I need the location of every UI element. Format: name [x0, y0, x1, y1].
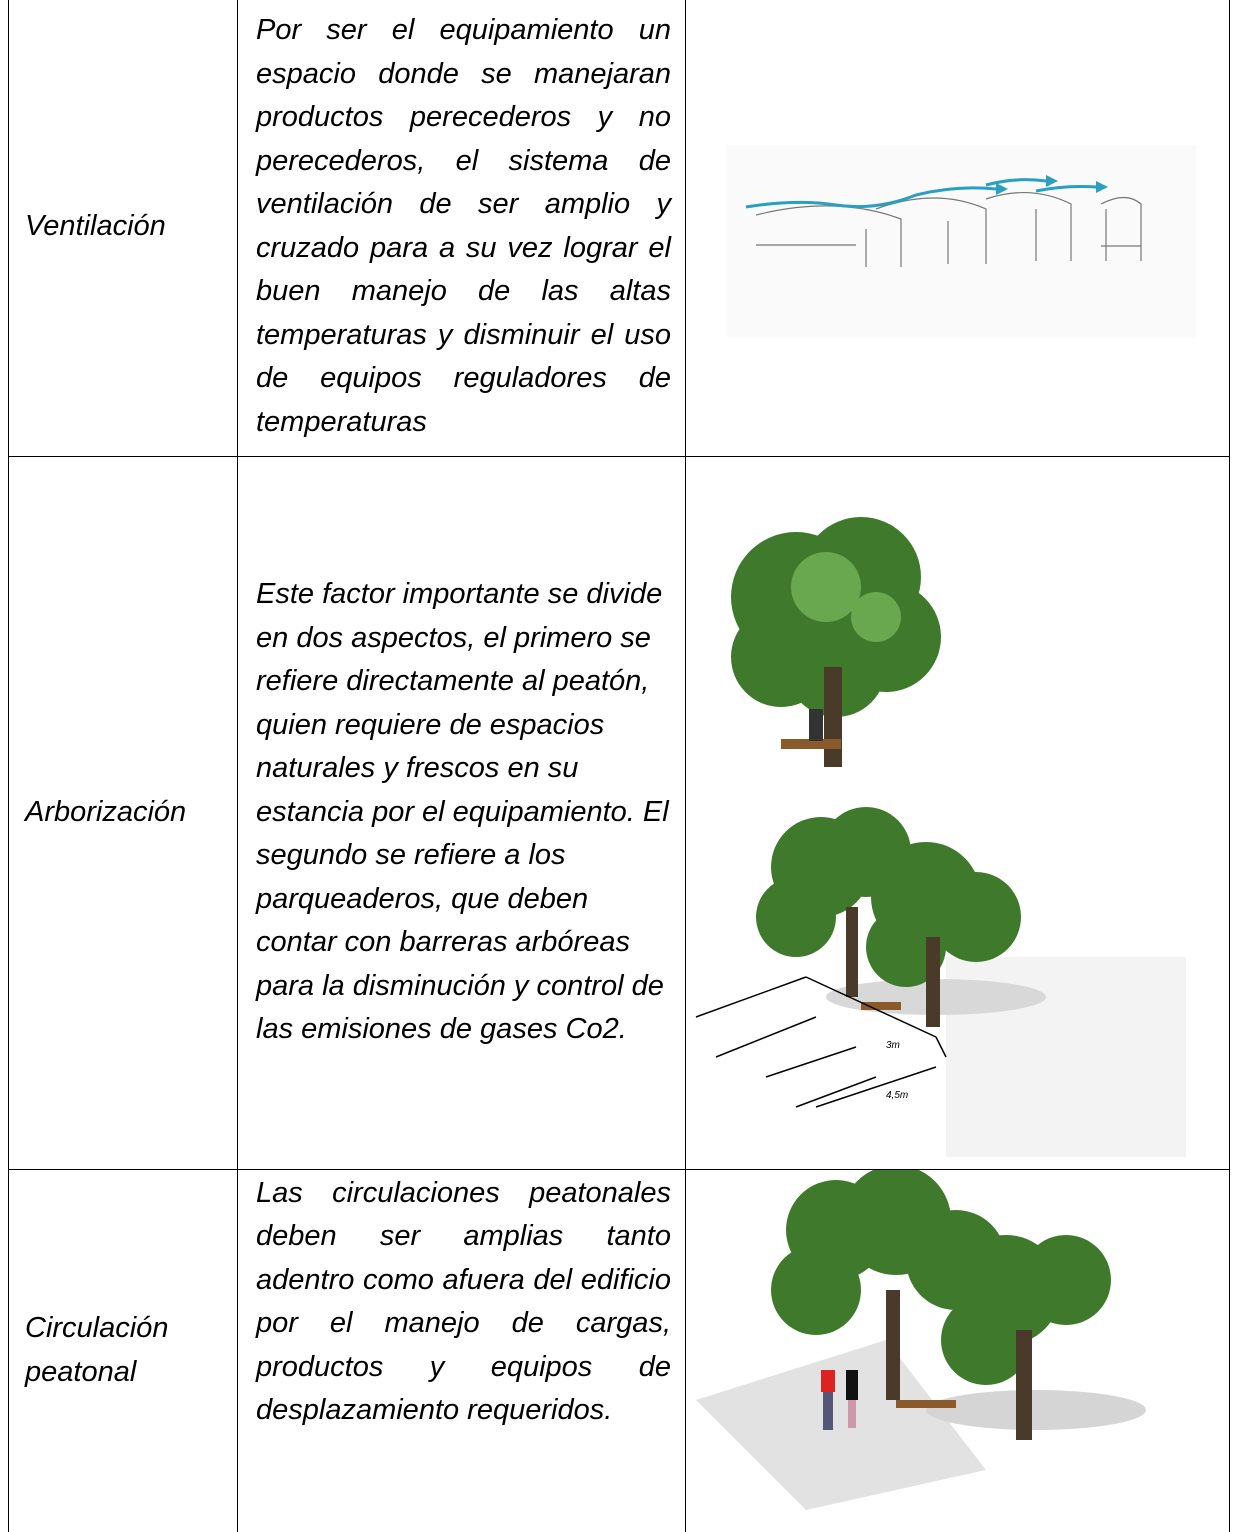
row-text: Por ser el equipamiento un espacio donde… [237, 0, 686, 457]
dimension-label: 3m [886, 1040, 900, 1051]
image-cell [685, 1168, 1230, 1532]
trees-figure: 3m 4,5m [695, 516, 1186, 1157]
row-text: Este factor importante se divide en dos … [237, 455, 686, 1170]
table-row: Ventilación Por ser el equipamiento un e… [8, 0, 1230, 457]
ventilation-figure [726, 144, 1196, 337]
table-row: Circulación peatonal Las circulaciones p… [8, 1168, 1230, 1532]
row-label: Arborización [8, 455, 238, 1170]
design-table: Ventilación Por ser el equipamiento un e… [8, 0, 1230, 1532]
image-cell [685, 0, 1230, 457]
table-row: Arborización Este factor importante se d… [8, 455, 1230, 1170]
image-cell: 3m 4,5m [685, 455, 1230, 1170]
row-label: Circulación peatonal [8, 1168, 238, 1532]
circulation-figure [696, 1169, 1146, 1510]
row-label: Ventilación [8, 0, 238, 457]
dimension-label: 4,5m [886, 1090, 908, 1101]
row-text: Las circulaciones peatonales deben ser a… [237, 1168, 686, 1532]
